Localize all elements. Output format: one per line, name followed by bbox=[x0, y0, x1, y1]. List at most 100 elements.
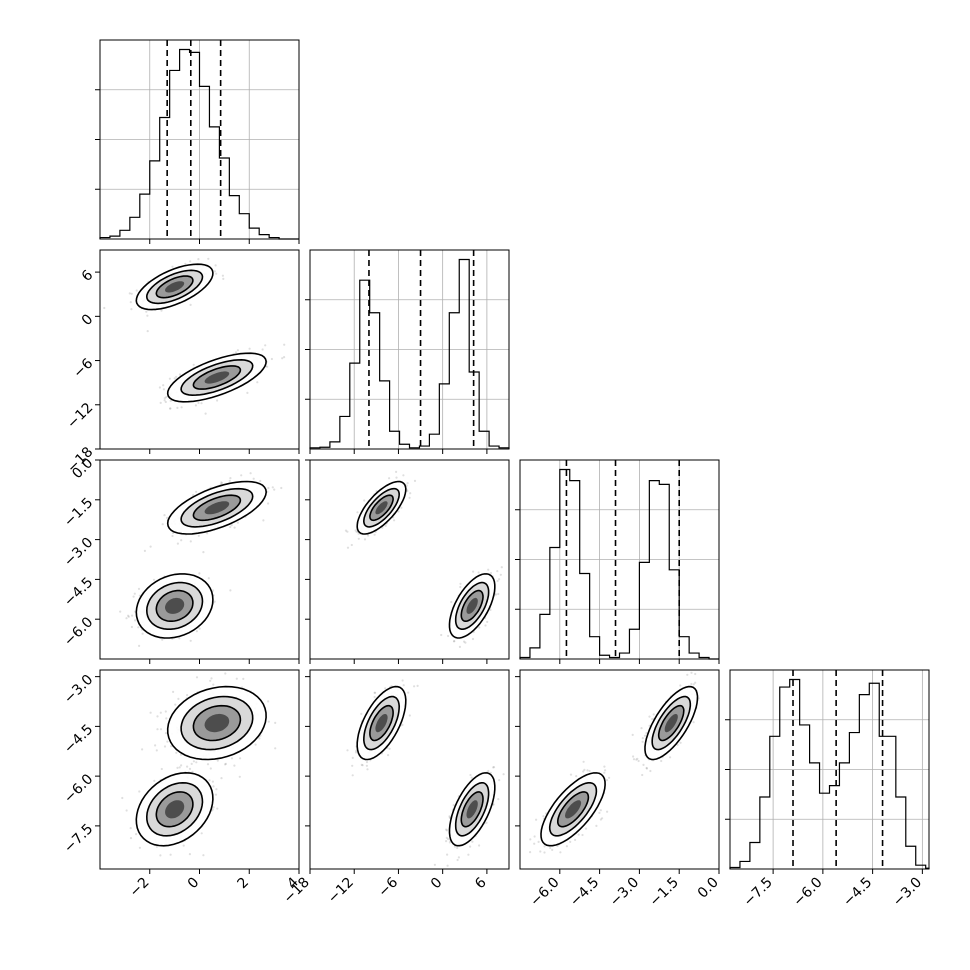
histogram-3-frame bbox=[729, 669, 930, 870]
scatter-point bbox=[211, 808, 214, 811]
scatter-point bbox=[402, 474, 405, 477]
scatter-point bbox=[469, 845, 472, 848]
scatter-point bbox=[162, 384, 165, 387]
scatter-point bbox=[233, 764, 236, 767]
scatter-point bbox=[155, 749, 158, 752]
scatter-point bbox=[406, 482, 409, 485]
scatter-point bbox=[365, 761, 369, 764]
scatter-point bbox=[542, 815, 545, 818]
scatter-point bbox=[137, 626, 140, 629]
scatter-point bbox=[599, 809, 602, 812]
scatter-point bbox=[360, 763, 363, 767]
scatter-point bbox=[156, 728, 159, 731]
scatter-point bbox=[447, 634, 450, 638]
scatter-point bbox=[459, 582, 462, 585]
scatter-point bbox=[159, 854, 162, 857]
scatter-point bbox=[456, 846, 459, 850]
scatter-point bbox=[406, 489, 409, 493]
scatter-point bbox=[445, 828, 448, 831]
scatter-point bbox=[239, 757, 242, 760]
scatter-point bbox=[459, 585, 462, 589]
contour-3-1-1-1 bbox=[362, 695, 401, 751]
scatter-point bbox=[207, 577, 210, 580]
scatter-point bbox=[229, 525, 232, 529]
scatter-point bbox=[690, 671, 693, 674]
scatter-point bbox=[529, 851, 532, 854]
scatter-point bbox=[351, 756, 354, 760]
density-fill-2-0-0-3 bbox=[165, 597, 185, 614]
scatter-point bbox=[258, 737, 261, 740]
scatter-point bbox=[153, 779, 156, 783]
scatter-point bbox=[401, 723, 404, 727]
scatter-point bbox=[215, 788, 218, 791]
contour-2-0-0-1 bbox=[145, 581, 204, 630]
scatter-point bbox=[367, 534, 370, 537]
scatter-point bbox=[448, 841, 451, 844]
histogram-1-frame bbox=[309, 249, 510, 450]
scatter-point bbox=[195, 676, 199, 679]
scatter-point bbox=[384, 687, 387, 690]
histogram-0-steps bbox=[99, 48, 299, 240]
scatter-point bbox=[208, 779, 211, 782]
scatter-point bbox=[198, 572, 201, 575]
scatter-point bbox=[129, 827, 132, 830]
density-fill-3-0-1-3 bbox=[204, 713, 230, 733]
scatter-point bbox=[236, 349, 239, 352]
scatter-point bbox=[216, 759, 219, 762]
scatter-point bbox=[267, 700, 270, 703]
scatter-point bbox=[447, 838, 450, 841]
scatter-point bbox=[606, 810, 609, 813]
scatter-point bbox=[228, 479, 231, 482]
contour-3-0-1-1 bbox=[180, 695, 254, 751]
scatter-point bbox=[478, 844, 481, 847]
scatter-point bbox=[583, 768, 586, 772]
scatter-point bbox=[210, 677, 213, 680]
scatter-point bbox=[487, 769, 490, 773]
scatter-point bbox=[212, 785, 215, 788]
scatter-point bbox=[168, 377, 171, 380]
scatter-point bbox=[141, 748, 144, 751]
scatter-point bbox=[191, 770, 194, 774]
scatter-point bbox=[195, 761, 198, 764]
scatter-point bbox=[179, 753, 183, 756]
scatter-point bbox=[240, 474, 243, 477]
scatter-3-2-content bbox=[529, 671, 700, 854]
scatter-point bbox=[180, 406, 183, 409]
scatter-point bbox=[200, 402, 203, 405]
scatter-point bbox=[496, 570, 499, 573]
scatter-point bbox=[248, 347, 251, 350]
scatter-point bbox=[165, 717, 168, 720]
scatter-point bbox=[471, 637, 475, 641]
scatter-point bbox=[360, 712, 363, 716]
scatter-point bbox=[180, 539, 183, 542]
scatter-point bbox=[355, 530, 358, 534]
scatter-point bbox=[206, 532, 209, 535]
scatter-2-1-frame bbox=[309, 459, 510, 660]
scatter-point bbox=[138, 790, 141, 793]
scatter-point bbox=[267, 502, 270, 505]
scatter-point bbox=[169, 407, 172, 410]
scatter-point bbox=[478, 626, 481, 629]
contour-1-0-1-0 bbox=[166, 352, 267, 403]
contour-2-0-1-0 bbox=[166, 480, 268, 535]
scatter-panel-2-0 bbox=[95, 459, 300, 664]
scatter-point bbox=[446, 853, 449, 856]
scatter-point bbox=[204, 412, 207, 415]
scatter-point bbox=[599, 818, 603, 821]
scatter-point bbox=[267, 486, 270, 490]
scatter-point bbox=[271, 486, 274, 489]
scatter-point bbox=[357, 537, 360, 540]
scatter-point bbox=[165, 396, 168, 399]
scatter-point bbox=[533, 842, 536, 845]
scatter-point bbox=[213, 600, 216, 603]
scatter-point bbox=[365, 764, 368, 767]
scatter-point bbox=[131, 614, 134, 617]
scatter-point bbox=[195, 630, 198, 633]
scatter-point bbox=[551, 848, 554, 852]
scatter-point bbox=[543, 845, 546, 848]
scatter-point bbox=[694, 681, 697, 684]
scatter-point bbox=[485, 821, 488, 824]
scatter-point bbox=[603, 771, 606, 774]
scatter-point bbox=[103, 306, 106, 310]
scatter-point bbox=[649, 769, 652, 773]
